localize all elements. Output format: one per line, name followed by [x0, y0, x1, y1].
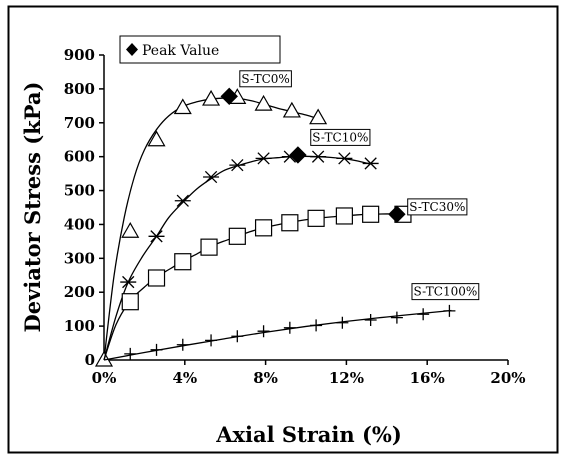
data-point	[121, 222, 140, 238]
data-point	[283, 321, 296, 334]
data-point	[231, 330, 244, 343]
y-tick-label: 100	[64, 317, 95, 335]
x-tick-label: 20%	[490, 369, 525, 387]
series-label-box	[411, 283, 480, 301]
series-label-box	[310, 128, 371, 146]
series-line	[103, 309, 452, 361]
data-point	[282, 101, 301, 118]
data-point	[174, 253, 192, 271]
y-tick-label: 600	[64, 148, 95, 166]
data-point	[150, 343, 163, 356]
data-point	[121, 293, 139, 311]
data-point	[147, 130, 166, 147]
y-axis: 0 100 200 300 400 500 600 700 800 900 Deviator St…	[20, 46, 105, 369]
peak-marker	[388, 205, 406, 223]
data-point	[147, 269, 166, 287]
series-label: S-TC100%	[411, 283, 480, 301]
data-point	[124, 347, 137, 360]
plot-area	[94, 87, 456, 367]
data-point	[309, 108, 328, 125]
data-point	[200, 238, 218, 256]
data-point	[390, 311, 403, 324]
series-S-TC10%	[103, 146, 379, 361]
data-point	[417, 308, 430, 321]
data-point	[228, 227, 246, 245]
series-label-text: S-TC30%	[409, 200, 465, 214]
peak-marker	[220, 87, 238, 106]
legend-diamond-icon	[126, 43, 138, 56]
data-point	[336, 152, 353, 165]
y-tick-label: 0	[85, 351, 95, 369]
series-S-TC0%	[94, 87, 328, 367]
y-tick-label: 900	[64, 46, 95, 64]
y-tick-label: 800	[64, 80, 95, 98]
data-point	[310, 319, 323, 332]
legend-box	[119, 35, 281, 64]
y-tick-label: 200	[64, 283, 95, 301]
data-point	[335, 207, 353, 225]
series-label: S-TC0%	[239, 70, 292, 88]
data-point	[257, 325, 270, 338]
legend-label: Peak Value	[142, 43, 219, 59]
data-point	[203, 170, 220, 184]
data-point	[443, 304, 456, 317]
series-label-box	[407, 198, 468, 216]
data-point	[120, 275, 137, 289]
series-label-text: S-TC10%	[312, 130, 368, 144]
x-axis: 0% 4% 8% 12% 16% 20% Axial Strain (%)	[92, 359, 526, 447]
series-label-text: S-TC0%	[241, 72, 290, 86]
x-tick-label: 4%	[172, 369, 197, 387]
y-tick-label: 700	[64, 114, 95, 132]
data-point	[364, 314, 377, 327]
data-point	[310, 150, 327, 163]
series-label: S-TC30%	[407, 198, 468, 216]
data-point	[205, 334, 218, 347]
x-tick-label: 0%	[92, 369, 117, 387]
data-point	[254, 94, 273, 111]
y-axis-title: Deviator Stress (kPa)	[20, 82, 45, 333]
data-point	[229, 158, 246, 172]
series-label-box	[239, 70, 292, 88]
series-line	[103, 97, 319, 361]
data-point	[202, 89, 221, 106]
x-tick-label: 16%	[410, 369, 445, 387]
x-tick-label: 8%	[253, 369, 278, 387]
y-tick-label: 300	[64, 249, 95, 267]
y-tick-label: 400	[64, 215, 95, 233]
data-point	[174, 194, 191, 207]
legend: Peak Value	[119, 35, 281, 64]
data-point	[254, 219, 273, 237]
data-point	[255, 152, 272, 165]
series-label: S-TC10%	[310, 128, 371, 146]
peak-marker	[289, 146, 307, 164]
x-axis-title: Axial Strain (%)	[215, 422, 402, 447]
data-point	[281, 214, 299, 232]
data-point	[148, 230, 165, 243]
series-S-TC100%	[103, 304, 456, 361]
data-point	[336, 316, 349, 329]
series-label-text: S-TC100%	[413, 285, 477, 299]
data-point	[307, 209, 325, 227]
data-point	[176, 338, 189, 351]
data-point	[362, 205, 380, 223]
data-point	[173, 98, 192, 115]
y-tick-label: 500	[64, 182, 95, 200]
x-tick-label: 12%	[329, 369, 364, 387]
data-point	[362, 157, 379, 170]
